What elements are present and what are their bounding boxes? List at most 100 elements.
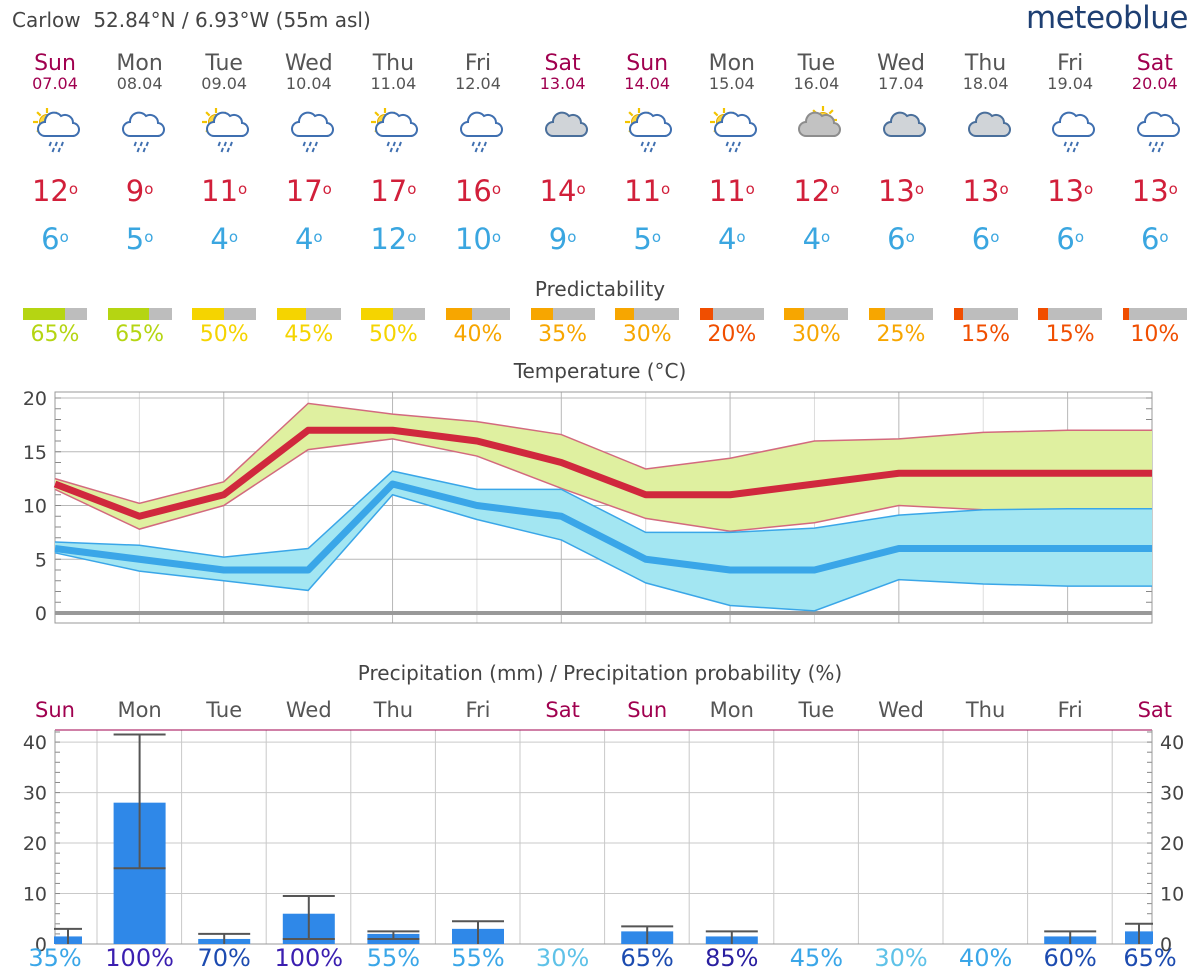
precipitation-tick-label-right: 40 (1160, 732, 1184, 754)
predictability-fill (615, 308, 635, 320)
max-temperature: 14o (521, 174, 605, 208)
day-forecast-row: Sun 07.04 12o 6o Mon 08.04 9o 5o Tue 09.04 11o 4o We… (0, 52, 1200, 352)
day-date: 20.04 (1131, 74, 1178, 93)
degree-symbol: o (1159, 228, 1169, 246)
min-temperature-value: 9 (548, 222, 568, 256)
predictability-fill (107, 308, 150, 320)
day-date: 13.04 (539, 74, 586, 93)
min-temperature-value: 6 (1056, 222, 1075, 256)
max-temperature: 16o (436, 174, 520, 208)
degree-symbol: o (144, 228, 154, 246)
day-column: Sat 20.04 13o 6o (1113, 52, 1197, 256)
degree-symbol: o (576, 180, 586, 198)
precipitation-probability: 30% (536, 944, 589, 972)
precipitation-tick-label-right: 20 (1160, 833, 1184, 855)
predictability-bar (361, 308, 426, 320)
temperature-tick-label: 0 (35, 603, 47, 625)
temperature-tick-label: 5 (35, 549, 47, 571)
min-temperature: 6o (1028, 222, 1112, 256)
cloud-shape (37, 111, 80, 137)
min-temperature-value: 6 (971, 222, 991, 256)
day-column: Wed 10.04 17o 4o (267, 52, 351, 256)
day-column: Tue 09.04 11o 4o (182, 52, 266, 256)
precipitation-title: Precipitation (mm) / Precipitation proba… (357, 661, 843, 685)
min-temperature-value: 4 (802, 222, 822, 256)
predictability-title: Predictability (534, 277, 666, 301)
day-date: 10.04 (285, 74, 332, 93)
day-date: 17.04 (878, 74, 924, 93)
precipitation-tick-label-left: 0 (35, 934, 47, 956)
max-temperature: 13o (1028, 174, 1112, 208)
predictability-fill (446, 308, 472, 320)
max-temperature-value: 11 (624, 174, 662, 208)
precipitation-error-bar (452, 920, 504, 944)
min-temperature: 12o (351, 222, 435, 256)
cloud-shape (460, 111, 503, 137)
min-temperature: 10o (436, 222, 520, 256)
max-temperature-value: 13 (1131, 174, 1169, 208)
day-name: Tue (205, 51, 243, 76)
day-date: 12.04 (455, 74, 501, 93)
min-temperature: 4o (690, 222, 774, 256)
degree-symbol: o (68, 180, 79, 198)
predictability-fill (699, 308, 713, 320)
cloud-shape (544, 111, 588, 137)
day-name: Mon (708, 51, 755, 76)
cloud-shape (121, 111, 165, 137)
day-date: 08.04 (116, 74, 163, 93)
day-column: Fri 12.04 16o 10o (436, 52, 520, 256)
sun-cloud-rain-icon (709, 108, 757, 153)
max-temperature-value: 17 (285, 174, 323, 208)
day-name: Sun (34, 51, 76, 76)
precipitation-day-label: Sun (627, 698, 667, 722)
day-date: 18.04 (962, 74, 1009, 93)
precipitation-error-bar (198, 932, 251, 944)
rain-drops (1148, 141, 1164, 153)
predictability-bar (615, 308, 680, 320)
day-column: Wed 17.04 13o 6o (859, 52, 943, 256)
predictability-fill (869, 308, 885, 320)
series-max_lower (54, 438, 1152, 533)
precipitation-probability: 35% (28, 944, 81, 972)
precipitation-error-bar (54, 927, 82, 944)
min-temperature: 6o (13, 222, 97, 256)
rain-drops (48, 141, 64, 153)
max-temperature-value: 13 (877, 174, 915, 208)
min-temperature: 9o (521, 222, 605, 256)
temperature-tick-label: 20 (23, 388, 47, 410)
degree-symbol: o (661, 180, 671, 198)
max-temperature-band (55, 403, 1152, 532)
min-temperature-value: 5 (633, 222, 652, 256)
precipitation-day-label: Mon (710, 698, 754, 722)
max-temperature-value: 14 (539, 174, 577, 208)
day-name: Sun (626, 51, 669, 76)
day-date: 11.04 (370, 74, 417, 93)
cloud-rain-icon (1136, 111, 1180, 153)
day-name: Mon (116, 51, 163, 76)
day-date: 19.04 (1047, 74, 1094, 93)
predictability-bar (276, 308, 341, 320)
precipitation-probability: 45% (790, 944, 843, 972)
sun-cloud-rain-icon (625, 108, 673, 153)
location-title: Carlow 52.84°N / 6.93°W (55m asl) (12, 8, 371, 32)
min-temperature: 4o (267, 222, 351, 256)
min-temperature: 6o (859, 222, 943, 256)
day-date: 09.04 (201, 74, 248, 93)
precipitation-probability: 55% (367, 944, 420, 972)
precipitation-day-label: Thu (373, 698, 413, 722)
day-column: Thu 18.04 13o 6o (944, 52, 1028, 256)
day-name: Thu (372, 51, 415, 76)
max-temperature: 11o (605, 174, 689, 208)
precipitation-error-bar (367, 930, 420, 940)
rain-drops (1063, 141, 1080, 153)
max-temperature-value: 12 (31, 174, 69, 208)
precipitation-tick-label-left: 20 (23, 833, 47, 855)
precipitation-probability: 65% (621, 944, 674, 972)
precipitation-probability: 100% (105, 944, 174, 972)
predictability-bar (446, 308, 510, 320)
precipitation-tick-label-right: 0 (1160, 934, 1172, 956)
precipitation-error-bar (621, 925, 674, 944)
cloud-shape (1136, 111, 1180, 137)
rain-drops (217, 141, 234, 153)
cloud-rain-icon (121, 111, 165, 153)
